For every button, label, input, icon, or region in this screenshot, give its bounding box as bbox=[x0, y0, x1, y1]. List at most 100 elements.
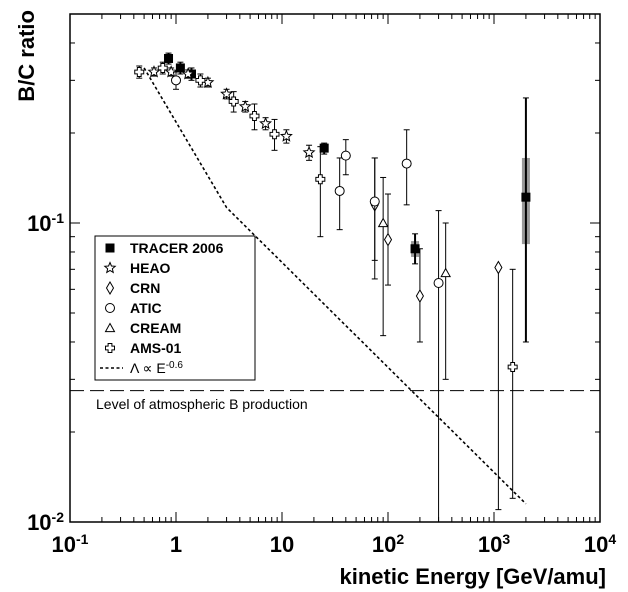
data-point bbox=[279, 129, 293, 144]
data-point bbox=[147, 65, 161, 78]
legend-label: TRACER 2006 bbox=[130, 240, 224, 256]
series-tracer-2006 bbox=[164, 52, 531, 343]
cross-marker bbox=[507, 361, 518, 372]
x-tick-label: 10 bbox=[270, 532, 294, 557]
data-point bbox=[164, 65, 178, 78]
star-marker bbox=[103, 261, 117, 274]
diamond-marker bbox=[415, 288, 424, 303]
data-point bbox=[195, 73, 206, 88]
data-point bbox=[171, 71, 181, 90]
legend-entry: CRN bbox=[105, 280, 160, 296]
y-axis-label: B/C ratio bbox=[14, 10, 39, 102]
diamond-marker bbox=[105, 281, 115, 295]
series-atic bbox=[171, 71, 444, 523]
cross-marker bbox=[269, 129, 280, 140]
circle-marker bbox=[334, 185, 345, 196]
cross-marker bbox=[157, 62, 168, 73]
filled-square-marker bbox=[319, 143, 329, 153]
circle-marker bbox=[369, 196, 380, 207]
legend-entry: ATIC bbox=[105, 300, 162, 316]
data-point bbox=[238, 99, 252, 113]
filled-square-marker bbox=[105, 243, 115, 253]
data-point bbox=[494, 260, 503, 511]
filled-square-marker bbox=[175, 63, 185, 73]
x-tick-labels: 10-1 1 10 102 103 104 bbox=[52, 531, 617, 557]
y-tick-label: 10-1 bbox=[27, 210, 64, 236]
legend-entry: HEAO bbox=[103, 260, 171, 276]
star-marker bbox=[259, 116, 273, 130]
x-tick-label: 1 bbox=[170, 532, 182, 557]
cross-marker bbox=[249, 110, 260, 121]
circle-marker bbox=[105, 303, 115, 313]
data-point bbox=[164, 52, 174, 65]
data-point bbox=[315, 146, 326, 238]
series-ams-01 bbox=[134, 61, 518, 499]
data-point bbox=[415, 248, 424, 343]
cross-marker bbox=[134, 66, 145, 77]
legend-box bbox=[94, 235, 256, 381]
legend-entry: AMS-01 bbox=[105, 340, 182, 356]
star-marker bbox=[279, 129, 293, 142]
data-point bbox=[259, 116, 273, 131]
legend-label: CRN bbox=[130, 280, 160, 296]
data-point bbox=[401, 129, 412, 206]
data-point bbox=[228, 91, 239, 113]
data-point bbox=[433, 210, 444, 523]
data-point bbox=[181, 67, 195, 80]
data-point bbox=[175, 61, 185, 75]
plot-frame bbox=[69, 13, 601, 523]
x-tick-label: 104 bbox=[584, 531, 616, 557]
triangle-marker bbox=[104, 322, 116, 333]
data-point bbox=[319, 142, 329, 155]
x-axis-label: kinetic Energy [GeV/amu] bbox=[339, 564, 606, 589]
data-point bbox=[334, 157, 345, 231]
legend-entry: TRACER 2006 bbox=[105, 240, 224, 256]
star-marker bbox=[147, 65, 161, 78]
legend-entry: CREAM bbox=[104, 320, 181, 336]
circle-marker bbox=[171, 75, 181, 86]
x-tick-label: 10-1 bbox=[52, 531, 89, 557]
filled-square-marker bbox=[410, 244, 420, 254]
legend-label: AMS-01 bbox=[130, 340, 182, 356]
data-point bbox=[440, 222, 452, 380]
data-point bbox=[383, 193, 393, 286]
circle-marker bbox=[401, 158, 412, 169]
data-point bbox=[377, 176, 389, 337]
data-point bbox=[369, 157, 380, 280]
reference-lines bbox=[70, 67, 600, 505]
atmospheric-level-label: Level of atmospheric B production bbox=[96, 396, 308, 412]
triangle-marker bbox=[440, 267, 452, 278]
data-point bbox=[249, 103, 260, 131]
data-point bbox=[157, 61, 168, 75]
legend-label: HEAO bbox=[130, 260, 171, 276]
data-point bbox=[134, 65, 145, 79]
circle-marker bbox=[433, 277, 444, 288]
data-point bbox=[521, 97, 531, 343]
data-point bbox=[220, 87, 234, 100]
x-tick-label: 103 bbox=[478, 531, 510, 557]
series-cream bbox=[377, 176, 452, 380]
star-marker bbox=[181, 67, 195, 80]
diamond-marker bbox=[494, 260, 503, 275]
circle-marker bbox=[340, 150, 351, 161]
cross-marker bbox=[105, 343, 115, 353]
x-tick-label: 102 bbox=[372, 531, 404, 557]
data-point bbox=[302, 144, 316, 161]
series-heao bbox=[147, 65, 316, 161]
cross-marker bbox=[228, 96, 239, 107]
data-points bbox=[134, 52, 531, 523]
filled-square-marker bbox=[521, 192, 531, 202]
star-marker bbox=[220, 87, 234, 100]
data-point bbox=[507, 268, 518, 499]
power-law-line bbox=[143, 67, 527, 505]
diamond-marker bbox=[383, 232, 393, 247]
star-marker bbox=[302, 145, 316, 159]
data-point bbox=[410, 233, 420, 265]
cross-marker bbox=[195, 75, 206, 86]
data-point bbox=[269, 118, 280, 151]
filled-square-marker bbox=[164, 53, 174, 63]
legend-label: ATIC bbox=[130, 300, 162, 316]
cross-marker bbox=[315, 174, 326, 185]
